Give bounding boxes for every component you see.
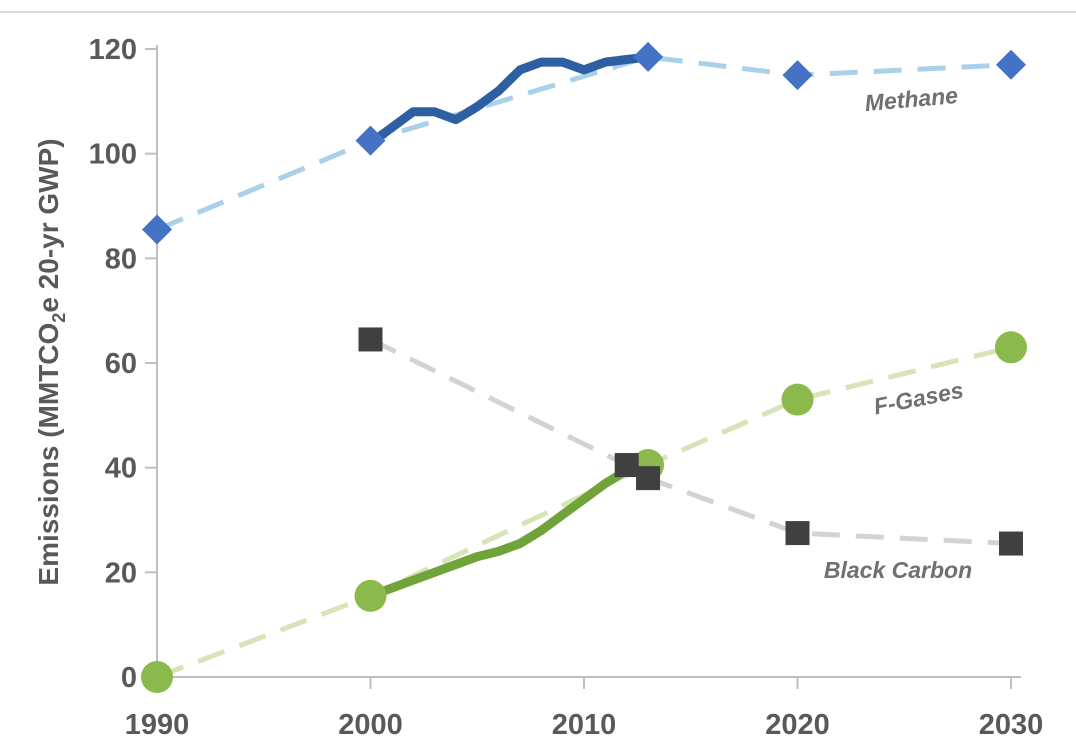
y-tick-label: 100 — [89, 139, 137, 171]
methane-marker — [142, 214, 172, 245]
y-tick-label: 120 — [89, 34, 137, 66]
black-carbon-marker — [358, 327, 383, 352]
x-tick-label: 2000 — [338, 709, 403, 741]
historical-line-methane — [366, 52, 653, 148]
f-gases-marker — [354, 579, 387, 612]
historical-line-f-gases — [366, 460, 653, 601]
methane-marker — [782, 60, 813, 91]
data-markers — [141, 41, 1027, 693]
y-axis-label-prefix: Emissions (MMTCO — [33, 323, 64, 586]
y-axis-label-suffix: e 20-yr GWP) — [33, 138, 64, 312]
black-carbon-marker — [614, 453, 639, 478]
projection-lines — [156, 54, 1012, 680]
historical-lines — [366, 52, 653, 601]
axes: 0 20 40 60 80 100 120 1990 2000 2010 2020 2030 — [89, 34, 1044, 741]
black-carbon-marker — [785, 521, 810, 546]
series-label-f-gases: F-Gases — [871, 377, 965, 420]
series-label-black-carbon: Black Carbon — [824, 557, 972, 583]
y-axis-label: Emissions (MMTCO2e 20-yr GWP) — [33, 138, 69, 585]
f-gases-marker — [781, 383, 814, 416]
x-tick-label: 1990 — [125, 709, 190, 741]
y-tick-label: 40 — [105, 453, 137, 485]
methane-marker — [633, 41, 664, 72]
series-label-methane: Methane — [864, 82, 959, 116]
methane-marker — [355, 125, 386, 156]
x-tick-label: 2030 — [979, 709, 1044, 741]
y-axis-label-subscript: 2 — [49, 313, 69, 323]
x-tick-label: 2010 — [552, 709, 617, 741]
y-tick-label: 60 — [105, 348, 137, 380]
x-tick-label: 2020 — [765, 709, 830, 741]
black-carbon-marker — [636, 466, 661, 491]
y-tick-label: 20 — [105, 557, 137, 589]
methane-marker — [996, 49, 1026, 80]
f-gases-marker — [141, 661, 173, 693]
y-tick-label: 80 — [105, 243, 137, 275]
y-tick-label: 0 — [121, 662, 137, 694]
black-carbon-marker — [999, 531, 1023, 556]
projection-line-methane — [156, 54, 1012, 232]
f-gases-marker — [995, 331, 1027, 364]
